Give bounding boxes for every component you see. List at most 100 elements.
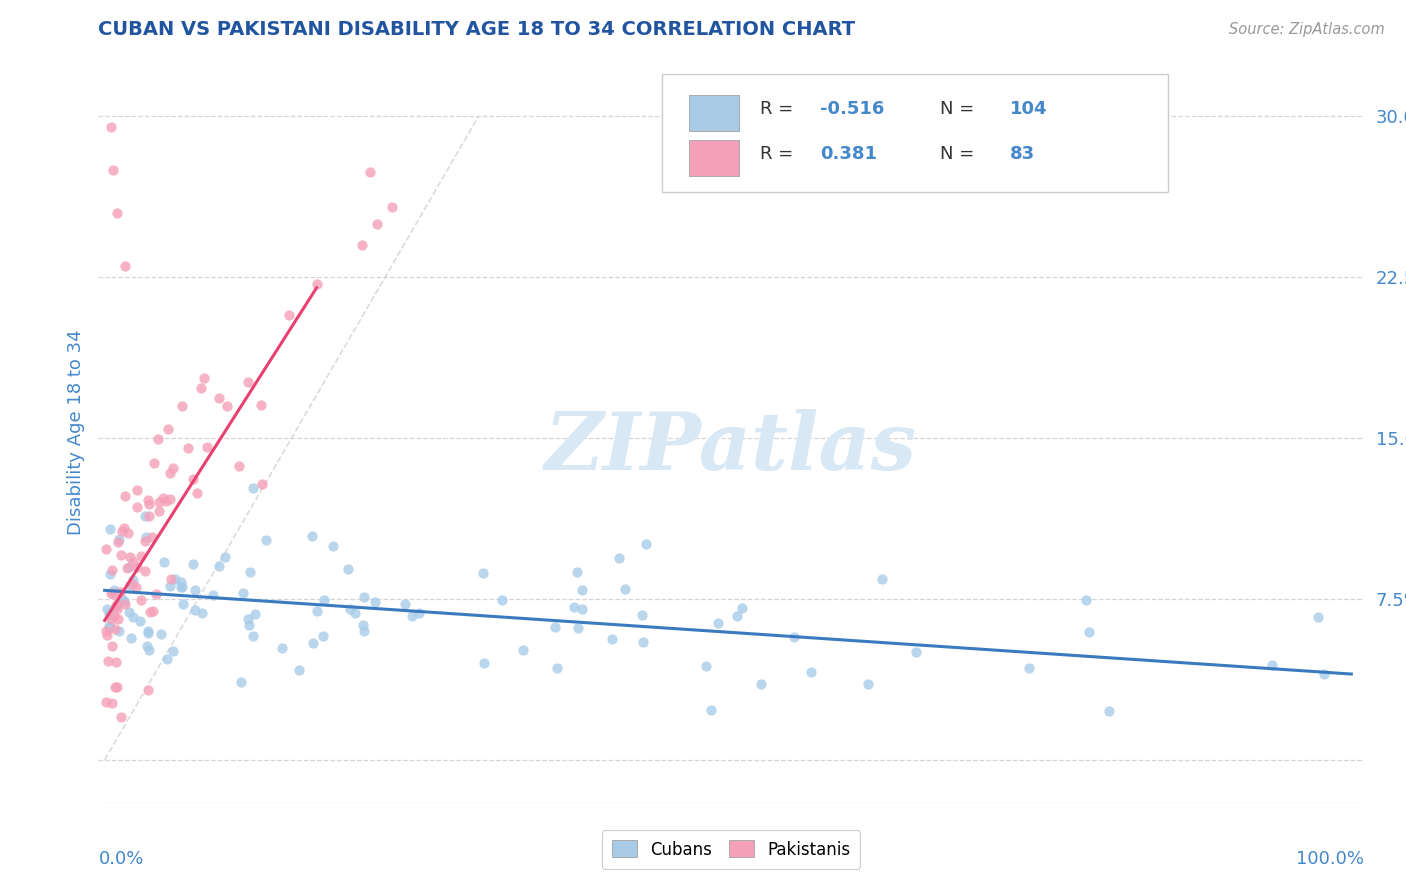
Point	[1098, 704, 1121, 718]
Point	[104, 680, 127, 694]
Point	[138, 497, 160, 511]
Legend: Cubans, Pakistanis: Cubans, Pakistanis	[602, 830, 860, 869]
Point	[565, 565, 588, 579]
Point	[96, 628, 118, 642]
Point	[107, 534, 129, 549]
Point	[191, 606, 214, 620]
Point	[104, 623, 127, 637]
Point	[127, 559, 149, 574]
Point	[271, 640, 294, 655]
Point	[183, 472, 205, 486]
Point	[143, 456, 166, 470]
Point	[107, 532, 129, 546]
Point	[1306, 610, 1329, 624]
Point	[631, 608, 654, 623]
Point	[307, 604, 329, 618]
Point	[567, 621, 589, 635]
Point	[312, 629, 335, 643]
Point	[322, 540, 344, 554]
Point	[120, 631, 142, 645]
Point	[232, 585, 254, 599]
Point	[125, 580, 148, 594]
FancyBboxPatch shape	[689, 95, 738, 131]
Point	[634, 537, 657, 551]
Point	[856, 677, 879, 691]
Point	[100, 563, 122, 577]
Point	[129, 593, 152, 607]
Point	[1313, 667, 1336, 681]
Point	[165, 572, 187, 586]
Point	[408, 606, 430, 620]
Point	[138, 643, 160, 657]
Point	[1078, 624, 1101, 639]
Point	[172, 597, 194, 611]
Point	[353, 624, 375, 639]
Point	[242, 481, 264, 495]
Point	[250, 398, 273, 412]
Point	[127, 483, 149, 498]
Point	[366, 217, 388, 231]
Point	[571, 582, 593, 597]
Point	[112, 594, 135, 608]
Point	[103, 583, 125, 598]
Point	[101, 696, 124, 710]
Point	[159, 466, 181, 480]
Point	[201, 588, 224, 602]
Point	[136, 626, 159, 640]
Point	[695, 658, 717, 673]
Text: CUBAN VS PAKISTANI DISABILITY AGE 18 TO 34 CORRELATION CHART: CUBAN VS PAKISTANI DISABILITY AGE 18 TO …	[98, 20, 855, 38]
Point	[217, 399, 239, 413]
Point	[139, 605, 162, 619]
Point	[236, 612, 259, 626]
Point	[114, 489, 136, 503]
Text: -0.516: -0.516	[820, 100, 884, 118]
Point	[146, 432, 169, 446]
Point	[544, 620, 567, 634]
Point	[193, 371, 215, 385]
Point	[160, 572, 183, 586]
Point	[707, 615, 730, 630]
Point	[111, 524, 134, 539]
Point	[155, 494, 177, 508]
Point	[238, 618, 260, 632]
Point	[141, 603, 163, 617]
Point	[381, 201, 404, 215]
Point	[136, 492, 159, 507]
Point	[120, 578, 142, 592]
Point	[288, 663, 311, 677]
Point	[337, 562, 360, 576]
Point	[512, 643, 534, 657]
Point	[110, 710, 132, 724]
Point	[208, 391, 231, 405]
Point	[97, 654, 120, 668]
Point	[1260, 658, 1282, 673]
Point	[359, 165, 381, 179]
Point	[114, 260, 136, 274]
Text: R =: R =	[761, 100, 793, 118]
Point	[98, 620, 121, 634]
Point	[277, 308, 299, 322]
Point	[564, 600, 586, 615]
Point	[239, 565, 262, 579]
Point	[195, 440, 218, 454]
Point	[107, 612, 129, 626]
Point	[301, 529, 323, 543]
Point	[110, 585, 132, 599]
Point	[118, 606, 141, 620]
Point	[120, 549, 142, 564]
Point	[103, 608, 125, 623]
Point	[229, 674, 252, 689]
Point	[104, 599, 127, 614]
Point	[148, 495, 170, 509]
FancyBboxPatch shape	[661, 73, 1167, 192]
Point	[101, 587, 124, 601]
Point	[104, 656, 127, 670]
Point	[162, 460, 184, 475]
Text: 100.0%: 100.0%	[1296, 850, 1364, 868]
Point	[314, 593, 336, 607]
Point	[152, 555, 174, 569]
Point	[134, 533, 156, 548]
Point	[305, 277, 328, 291]
Text: Source: ZipAtlas.com: Source: ZipAtlas.com	[1229, 22, 1385, 37]
Point	[471, 566, 494, 580]
